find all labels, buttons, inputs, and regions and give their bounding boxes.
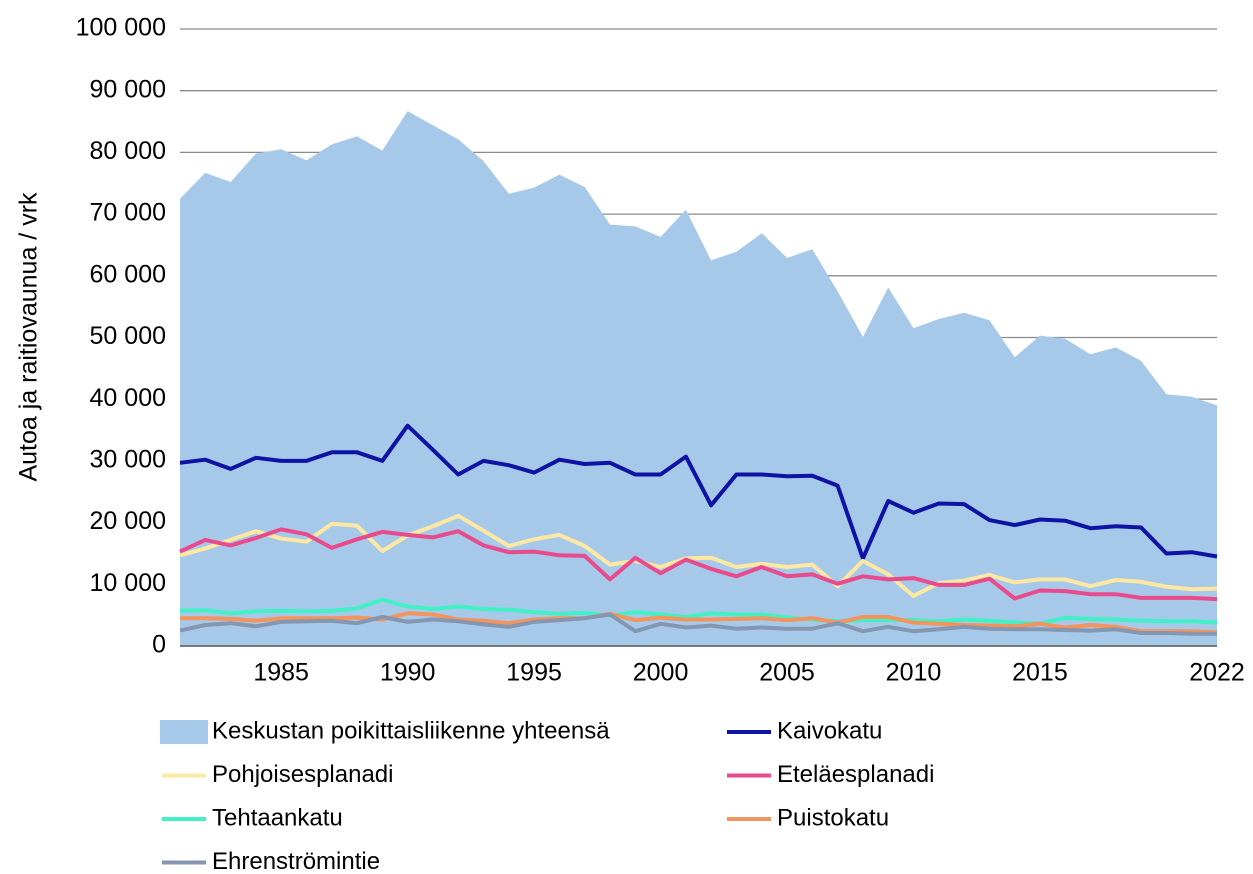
y-tick-label: 80 000 [90, 137, 166, 165]
x-tick-label: 1985 [253, 659, 309, 687]
series-line [179, 513, 1218, 598]
x-tick-label: 2010 [886, 659, 942, 687]
x-tick-label: 2022 [1189, 659, 1245, 687]
y-tick-label: 40 000 [90, 384, 166, 412]
y-tick-label: 20 000 [90, 507, 166, 535]
y-axis-label: Autoa ja raitiovaunua / vrk [15, 192, 43, 482]
y-tick-label: 90 000 [90, 75, 166, 103]
legend-label: Pohjoisesplanadi [212, 761, 393, 788]
y-tick-label: 50 000 [90, 322, 166, 350]
y-tick-label: 60 000 [90, 260, 166, 288]
area [180, 111, 1217, 647]
legend-label: Tehtaankatu [212, 804, 343, 831]
y-tick-label: 30 000 [90, 446, 166, 474]
y-tick-label: 0 [152, 631, 166, 659]
x-tick-label: 2015 [1012, 659, 1068, 687]
legend-label: Ehrenströmintie [212, 848, 380, 869]
y-tick-label: 100 000 [76, 14, 166, 42]
legend-swatch [160, 720, 208, 744]
legend-label: Eteläesplanadi [777, 761, 934, 788]
y-tick-label: 10 000 [90, 569, 166, 597]
x-tick-label: 2005 [759, 659, 815, 687]
series-line [179, 527, 1218, 602]
legend-label: Puistokatu [777, 804, 889, 831]
x-tick-label: 1990 [380, 659, 436, 687]
x-tick-label: 2000 [633, 659, 689, 687]
series-line [180, 611, 1218, 635]
legend-label: Kaivokatu [777, 717, 882, 744]
y-tick-label: 70 000 [90, 199, 166, 227]
x-tick-label: 1995 [506, 659, 562, 687]
series-line [179, 612, 1217, 636]
legend-label: Keskustan poikittaisliikenne yhteensä [212, 717, 610, 744]
series-line [179, 423, 1218, 561]
